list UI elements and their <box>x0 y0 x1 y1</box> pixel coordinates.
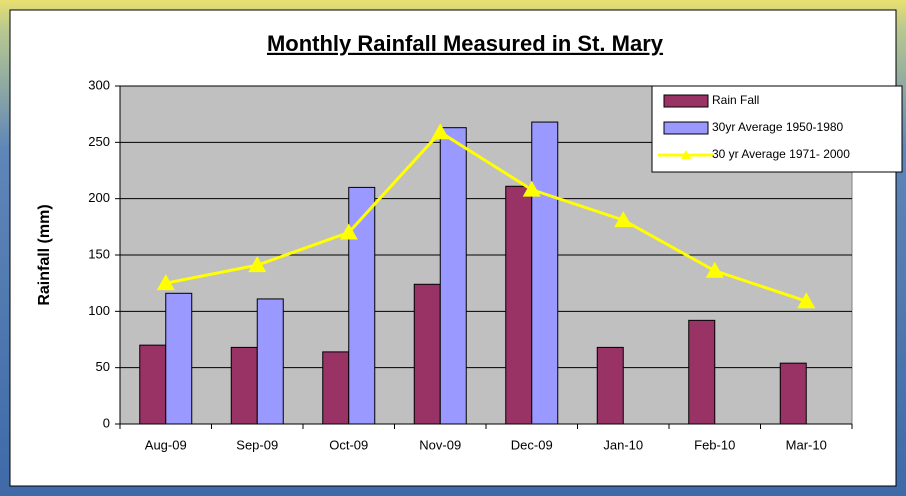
line <box>165 130 807 303</box>
bar <box>779 362 807 425</box>
legend-swatch <box>663 121 709 135</box>
x-tick-label: Jan-10 <box>603 437 643 452</box>
y-tick-label: 300 <box>88 77 110 92</box>
x-tick-label: Mar-10 <box>786 437 827 452</box>
y-tick-label: 250 <box>88 134 110 149</box>
y-tick-label: 50 <box>96 359 110 374</box>
bar <box>256 298 284 425</box>
bar <box>596 346 624 425</box>
bar <box>230 346 258 425</box>
chart-title: Monthly Rainfall Measured in St. Mary <box>267 31 664 56</box>
marker <box>797 292 816 309</box>
x-tick-label: Dec-09 <box>511 437 553 452</box>
x-tick-label: Nov-09 <box>419 437 461 452</box>
legend-label: Rain Fall <box>712 93 759 107</box>
legend-swatch <box>663 94 709 108</box>
legend-label: 30 yr Average 1971- 2000 <box>712 147 850 161</box>
y-axis-label: Rainfall (mm) <box>36 204 53 305</box>
marker <box>614 211 633 228</box>
marker <box>339 223 358 240</box>
marker <box>705 261 724 278</box>
y-tick-label: 0 <box>103 415 110 430</box>
bar <box>322 351 350 425</box>
bar <box>139 344 167 425</box>
bar <box>688 319 716 425</box>
bar <box>413 283 441 425</box>
marker <box>156 274 175 291</box>
marker <box>431 123 450 140</box>
legend-label: 30yr Average 1950-1980 <box>712 120 844 134</box>
marker <box>522 180 541 197</box>
bar <box>348 186 376 425</box>
marker <box>248 256 267 273</box>
bar <box>505 185 533 425</box>
y-tick-label: 150 <box>88 246 110 261</box>
x-tick-label: Aug-09 <box>145 437 187 452</box>
y-tick-label: 100 <box>88 303 110 318</box>
y-tick-label: 200 <box>88 190 110 205</box>
x-tick-label: Sep-09 <box>236 437 278 452</box>
bar <box>165 292 193 425</box>
x-tick-label: Feb-10 <box>694 437 735 452</box>
bar <box>531 121 559 425</box>
legend-marker <box>681 150 691 159</box>
x-tick-label: Oct-09 <box>329 437 368 452</box>
bar <box>439 127 467 425</box>
